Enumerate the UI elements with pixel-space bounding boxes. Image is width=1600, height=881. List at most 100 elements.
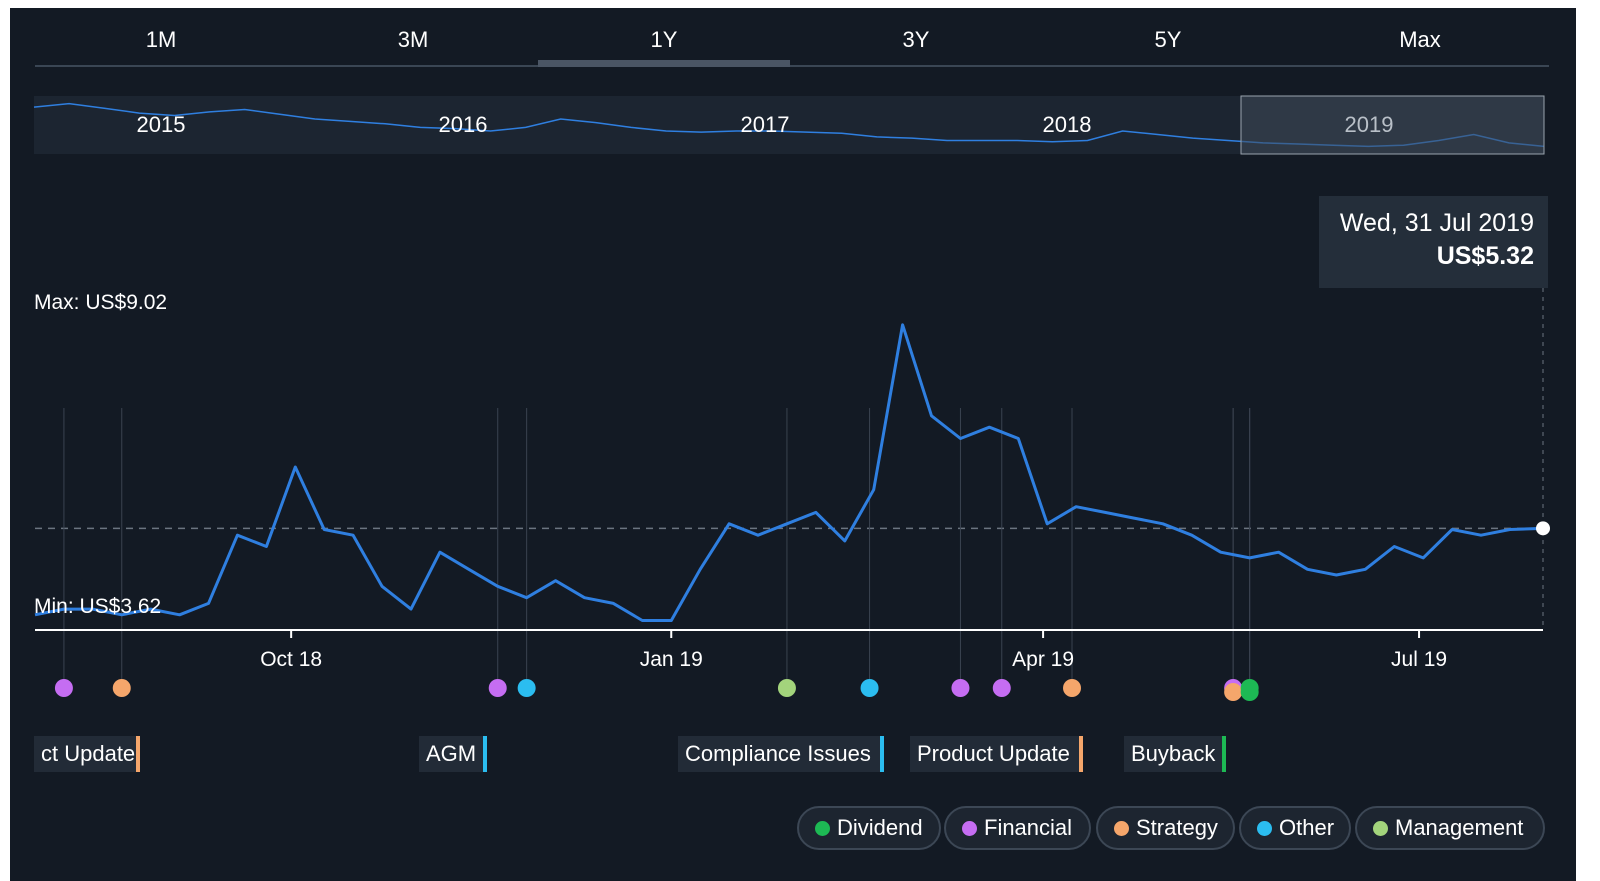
- event-dot-financial: [488, 679, 507, 697]
- price-point: [1161, 522, 1165, 526]
- legend-management[interactable]: Management: [1355, 806, 1545, 850]
- price-point: [756, 533, 760, 537]
- event-dot-strategy: [1063, 679, 1082, 697]
- legend-label: Financial: [984, 815, 1073, 840]
- price-tooltip: Wed, 31 Jul 2019 US$5.32: [1319, 196, 1548, 288]
- event-dot-financial: [54, 679, 73, 697]
- price-point: [1219, 550, 1223, 554]
- price-point: [1277, 550, 1281, 554]
- price-point: [264, 545, 268, 549]
- navigator-selection-window: [1240, 95, 1545, 155]
- price-point: [1045, 522, 1049, 526]
- event-label-bar: [880, 736, 884, 772]
- event-label-bar: [1222, 736, 1226, 772]
- event-label-compliance-issues[interactable]: Compliance Issues: [678, 736, 884, 772]
- price-point: [178, 613, 182, 617]
- price-point: [1479, 533, 1483, 537]
- min-price-label: Min: US$3.62: [34, 595, 162, 618]
- price-point: [1074, 505, 1078, 509]
- tab-max[interactable]: Max: [1399, 27, 1441, 52]
- price-point: [235, 533, 239, 537]
- tab-3y[interactable]: 3Y: [902, 27, 930, 52]
- navigator-year-label: 2018: [1043, 112, 1092, 137]
- event-dot-strategy: [112, 679, 131, 697]
- price-point: [207, 601, 211, 605]
- event-label-buyback[interactable]: Buyback: [1124, 736, 1226, 772]
- price-point: [1450, 527, 1454, 531]
- event-label-product-update[interactable]: Product Update: [910, 736, 1083, 772]
- navigator-year-label: 2016: [439, 112, 488, 137]
- price-point: [814, 510, 818, 514]
- x-axis-tick-label: Jan 19: [640, 648, 703, 671]
- price-point: [640, 618, 644, 622]
- price-point: [322, 527, 326, 531]
- price-point: [727, 522, 731, 526]
- x-axis-tick-label: Oct 18: [260, 648, 322, 671]
- legend-label: Management: [1395, 815, 1524, 840]
- price-point: [1132, 516, 1136, 520]
- financial-dot-icon: [962, 821, 977, 836]
- price-point: [351, 533, 355, 537]
- event-dot-other: [860, 679, 879, 697]
- management-dot-icon: [1373, 821, 1388, 836]
- event-label-product-update-partial[interactable]: ct Update: [34, 736, 140, 772]
- price-line: [34, 323, 1544, 622]
- price-point: [987, 425, 991, 429]
- strategy-dot-icon: [1114, 821, 1129, 836]
- legend-other[interactable]: Other: [1239, 806, 1351, 850]
- price-point: [1190, 533, 1194, 537]
- event-label-text: Buyback: [1131, 741, 1216, 766]
- dividend-dot-icon: [815, 821, 830, 836]
- price-point: [1306, 567, 1310, 571]
- price-point: [554, 579, 558, 583]
- legend-label: Strategy: [1136, 815, 1218, 840]
- tab-1m[interactable]: 1M: [145, 27, 177, 52]
- tooltip-price: US$5.32: [1436, 242, 1534, 270]
- legend-label: Other: [1279, 815, 1335, 840]
- price-point: [1334, 573, 1338, 577]
- event-dot-management: [777, 679, 796, 697]
- event-label-text: ct Update: [41, 741, 136, 766]
- price-point: [930, 414, 934, 418]
- price-point: [1248, 556, 1252, 560]
- event-dot-other: [517, 679, 536, 697]
- event-label-text: Product Update: [917, 741, 1070, 766]
- chart-svg[interactable]: 2015 2016 2017 2018 2019 Oct 18 Jan 19 Apr 19 Ju…: [10, 8, 1576, 881]
- event-label-bar: [1079, 736, 1083, 772]
- price-point: [1392, 545, 1396, 549]
- range-tabs: 1M 3M 1Y 3Y 5Y Max: [35, 8, 1549, 67]
- price-point: [525, 596, 529, 600]
- price-point: [958, 437, 962, 441]
- navigator-year-label: 2015: [137, 112, 186, 137]
- price-point: [467, 567, 471, 571]
- tab-3m[interactable]: 3M: [397, 27, 429, 52]
- price-point: [843, 539, 847, 543]
- event-label-agm[interactable]: AGM: [419, 736, 487, 772]
- price-point: [611, 601, 615, 605]
- navigator-year-label: 2017: [741, 112, 790, 137]
- tooltip-date: Wed, 31 Jul 2019: [1339, 209, 1534, 237]
- event-label-text: AGM: [426, 741, 477, 766]
- price-point: [1016, 437, 1020, 441]
- price-point: [293, 465, 297, 469]
- price-point: [380, 584, 384, 588]
- event-dot-financial: [992, 679, 1011, 697]
- price-point: [1103, 510, 1107, 514]
- price-point: [496, 584, 500, 588]
- price-point: [409, 607, 413, 611]
- event-dot-strategy: [1224, 683, 1243, 701]
- other-dot-icon: [1257, 821, 1272, 836]
- legend-strategy[interactable]: Strategy: [1096, 806, 1235, 850]
- max-price-label: Max: US$9.02: [34, 291, 168, 314]
- chart-panel: 1M 3M 1Y 3Y 5Y Max 2015 2016 2017 2018 2019 O…: [10, 8, 1576, 881]
- price-point: [901, 323, 905, 327]
- legend-financial[interactable]: Financial: [944, 806, 1091, 850]
- legend-dividend[interactable]: Dividend: [797, 806, 941, 850]
- tab-5y[interactable]: 5Y: [1154, 27, 1182, 52]
- navigator-year-label: 2019: [1345, 112, 1394, 137]
- legend-label: Dividend: [837, 815, 923, 840]
- tab-1y[interactable]: 1Y: [538, 8, 790, 67]
- price-point: [1363, 567, 1367, 571]
- price-point: [1508, 527, 1512, 531]
- event-dot-dividend: [1240, 683, 1259, 701]
